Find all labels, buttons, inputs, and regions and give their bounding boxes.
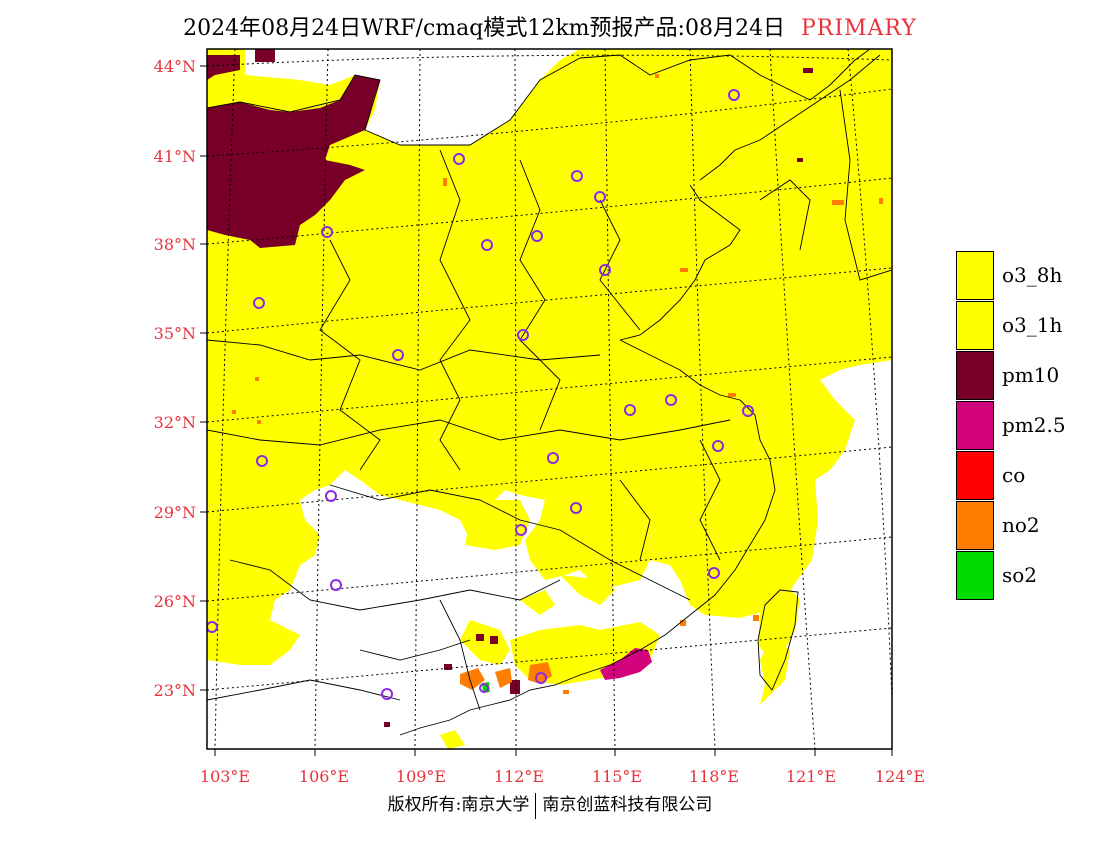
city-marker [547, 452, 559, 464]
longitude-graticule [214, 49, 892, 749]
lon-label: 115°E [592, 767, 642, 786]
lon-label: 112°E [494, 767, 544, 786]
city-marker [599, 264, 611, 276]
legend-swatch [956, 350, 994, 400]
copyright-left: 版权所有:南京大学 [387, 795, 530, 815]
city-marker [256, 455, 268, 467]
map-frame [206, 48, 893, 750]
city-marker [570, 502, 582, 514]
legend-label: pm2.5 [1002, 413, 1066, 437]
latitude-labels: 44°N 41°N 38°N 35°N 32°N 29°N 26°N 23°N [154, 57, 196, 700]
lat-label: 44°N [154, 57, 196, 76]
legend-label: o3_1h [1002, 313, 1063, 337]
axis-ticks [200, 65, 893, 756]
legend-swatch [956, 550, 994, 600]
legend-item-o3-8h: o3_8h [956, 250, 1066, 300]
city-marker [535, 672, 547, 684]
city-marker [253, 297, 265, 309]
city-marker [742, 405, 754, 417]
pm10-layer [207, 49, 813, 727]
city-marker [330, 579, 342, 591]
city-marker [594, 191, 606, 203]
legend-swatch [956, 300, 994, 350]
copyright-divider [535, 792, 537, 819]
lat-label: 38°N [154, 235, 196, 254]
city-marker [207, 621, 218, 633]
legend-label: pm10 [1002, 363, 1060, 387]
city-marker [665, 394, 677, 406]
city-marker [708, 567, 720, 579]
province-boundaries [207, 49, 892, 736]
city-marker [325, 490, 337, 502]
city-marker [712, 440, 724, 452]
title-text: 2024年08月24日WRF/cmaq模式12km预报产品:08月24日 [183, 16, 785, 41]
legend-item-no2: no2 [956, 500, 1066, 550]
city-marker [481, 239, 493, 251]
legend-label: so2 [1002, 563, 1038, 587]
legend-item-pm10: pm10 [956, 350, 1066, 400]
map-title: 2024年08月24日WRF/cmaq模式12km预报产品:08月24日 PRIM… [0, 10, 1100, 42]
city-marker [728, 89, 740, 101]
lat-label: 26°N [154, 592, 196, 611]
pollutant-legend: o3_8h o3_1h pm10 pm2.5 co no2 so2 [956, 250, 1066, 600]
city-marker [381, 688, 393, 700]
city-marker [517, 329, 529, 341]
o3-coverage-layer [207, 49, 892, 749]
legend-item-co: co [956, 450, 1066, 500]
legend-item-so2: so2 [956, 550, 1066, 600]
legend-item-o3-1h: o3_1h [956, 300, 1066, 350]
lat-label: 29°N [154, 503, 196, 522]
no2-layer [232, 74, 883, 694]
lon-label: 124°E [875, 767, 925, 786]
city-marker [515, 524, 527, 536]
city-marker [571, 170, 583, 182]
city-markers [207, 89, 754, 700]
legend-swatch [956, 500, 994, 550]
copyright-footer: 版权所有:南京大学 南京创蓝科技有限公司 [0, 790, 1100, 819]
legend-swatch [956, 400, 994, 450]
legend-swatch [956, 250, 994, 300]
city-marker [392, 349, 404, 361]
lon-label: 103°E [200, 767, 250, 786]
pm25-layer [600, 648, 652, 680]
legend-swatch [956, 450, 994, 500]
lon-label: 121°E [786, 767, 836, 786]
lon-label: 109°E [396, 767, 446, 786]
lon-label: 106°E [299, 767, 349, 786]
city-marker [453, 153, 465, 165]
title-primary-tag: PRIMARY [800, 16, 917, 41]
city-marker [321, 226, 333, 238]
legend-label: o3_8h [1002, 263, 1063, 287]
lat-label: 23°N [154, 681, 196, 700]
legend-label: co [1002, 463, 1026, 487]
legend-label: no2 [1002, 513, 1040, 537]
legend-item-pm25: pm2.5 [956, 400, 1066, 450]
city-marker [531, 230, 543, 242]
lon-label: 118°E [689, 767, 739, 786]
longitude-labels: 103°E 106°E 109°E 112°E 115°E 118°E 121°… [200, 767, 925, 786]
lat-label: 35°N [154, 324, 196, 343]
city-marker [624, 404, 636, 416]
copyright-right: 南京创蓝科技有限公司 [542, 795, 713, 815]
city-marker [479, 683, 489, 693]
lat-label: 32°N [154, 413, 196, 432]
lat-label: 41°N [154, 147, 196, 166]
